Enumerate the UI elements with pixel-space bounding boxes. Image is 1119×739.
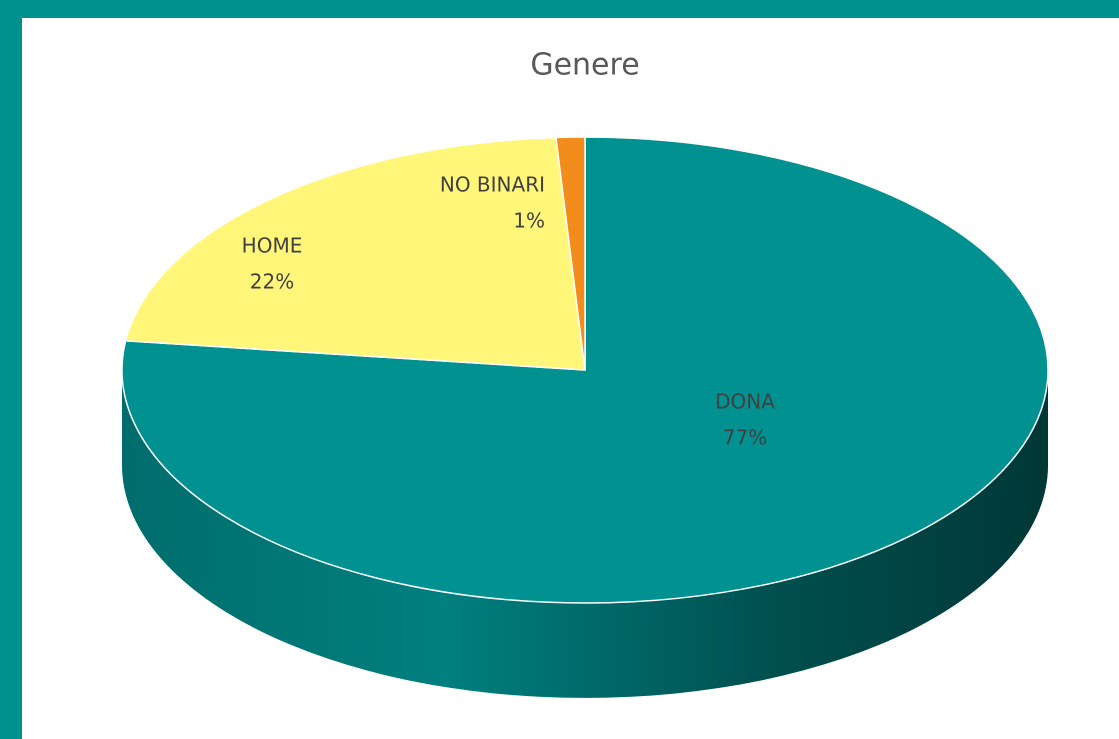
- chart-title: Genere: [530, 48, 639, 83]
- slice: [555, 136, 586, 371]
- slice-label: DONA: [715, 390, 775, 414]
- slice-label: NO BINARI: [440, 173, 545, 197]
- slice-label: HOME: [242, 234, 303, 258]
- slice: [124, 136, 586, 371]
- slice: [121, 136, 1049, 604]
- slice-side-shade: [122, 370, 1048, 698]
- slice-value-label: 77%: [723, 426, 767, 450]
- slice-value-label: 22%: [250, 270, 294, 294]
- slice-value-label: 1%: [513, 209, 545, 233]
